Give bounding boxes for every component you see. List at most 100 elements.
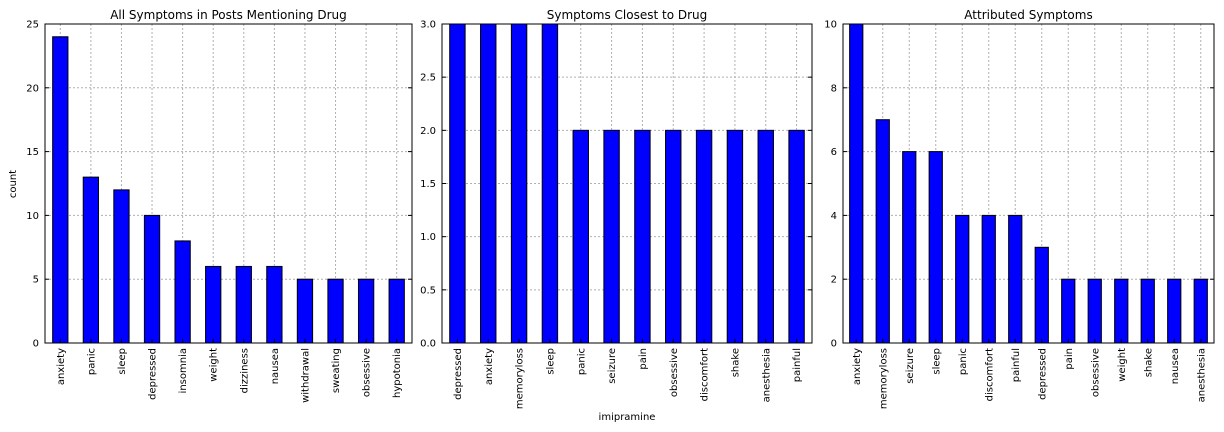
bar-depressed <box>1034 246 1049 344</box>
y-tick-label: 2.5 <box>420 73 436 84</box>
bar-discomfort <box>695 129 713 344</box>
bar-anesthesia <box>1193 278 1208 344</box>
x-tick-label: obsessive <box>1090 348 1101 397</box>
x-tick-label: pain <box>1064 348 1075 370</box>
bar-depressed <box>449 23 466 344</box>
x-tick-label: anxiety <box>56 348 67 385</box>
x-tick-label: depressed <box>1037 348 1048 400</box>
x-tick-label: anxiety <box>852 348 863 385</box>
bar-seizure <box>603 129 620 344</box>
x-tick-label: anxiety <box>484 348 495 385</box>
x-tick-label: sweating <box>331 348 342 393</box>
x-tick-label: insomnia <box>178 348 189 393</box>
x-tick-label: panic <box>958 348 969 375</box>
bar-memoryloss <box>510 23 528 344</box>
y-tick-label: 10 <box>26 211 39 222</box>
bar-memoryloss <box>875 119 890 344</box>
y-tick-label: 20 <box>26 83 39 94</box>
x-tick-label: discomfort <box>700 348 711 401</box>
y-tick-label: 8 <box>831 83 837 94</box>
x-tick-label: nausea <box>270 348 281 384</box>
y-tick-label: 5 <box>33 275 39 286</box>
x-tick-label: panic <box>86 348 97 375</box>
bar-insomnia <box>174 240 191 344</box>
bar-seizure <box>902 151 917 344</box>
x-tick-label: pain <box>638 348 649 370</box>
x-tick-label: weight <box>209 348 220 382</box>
x-tick-label: seizure <box>905 348 916 384</box>
y-tick-label: 0 <box>831 339 837 350</box>
bar-pain <box>634 129 651 344</box>
x-tick-label: sleep <box>117 348 128 375</box>
x-tick-label: obsessive <box>362 348 373 397</box>
x-tick-label: depressed <box>148 348 159 400</box>
x-tick-label: discomfort <box>984 348 995 401</box>
bar-nausea <box>1167 278 1182 344</box>
y-tick-label: 10 <box>824 20 837 31</box>
x-tick-label: shake <box>1143 348 1154 377</box>
bar-anxiety <box>52 36 69 344</box>
bar-painful <box>788 129 805 344</box>
plot-frame <box>441 23 813 344</box>
x-tick-label: weight <box>1117 348 1128 382</box>
bar-pain <box>1061 278 1076 344</box>
x-tick-label: panic <box>576 348 587 375</box>
bar-depressed <box>143 214 161 344</box>
y-tick-label: 0 <box>33 339 39 350</box>
x-tick-label: sleep <box>931 348 942 375</box>
x-tick-label: painful <box>792 348 803 382</box>
y-tick-label: 1.0 <box>420 232 436 243</box>
chart-panel-3: Attributed Symptoms 0 2 4 6 8 10 anxiety memoryl… <box>824 8 1215 409</box>
bar-sweating <box>327 278 344 344</box>
chart-title: Symptoms Closest to Drug <box>547 8 708 22</box>
x-tick-label: obsessive <box>669 348 680 397</box>
plot-frame <box>842 23 1215 344</box>
chart-panel-2: Symptoms Closest to Drug 0.0 0.5 1.0 1.5 2.0 2… <box>420 8 813 409</box>
bar-sleep <box>113 189 130 344</box>
bar-weight <box>205 265 222 344</box>
bar-hypotonia <box>388 278 405 344</box>
y-tick-label: 1.5 <box>420 179 436 190</box>
bar-anesthesia <box>757 129 774 344</box>
x-tick-label: nausea <box>1170 348 1181 384</box>
bar-sleep <box>928 151 943 344</box>
chart-title: All Symptoms in Posts Mentioning Drug <box>110 8 347 22</box>
y-tick-label: 25 <box>26 20 39 31</box>
bar-anxiety <box>849 23 864 344</box>
x-tick-label: depressed <box>453 348 464 400</box>
x-tick-label: memoryloss <box>515 348 526 409</box>
y-axis-label: count <box>8 170 19 198</box>
bar-anxiety <box>480 23 497 344</box>
y-tick-label: 3.0 <box>420 20 436 31</box>
bar-obsessive <box>357 278 375 344</box>
x-tick-label: painful <box>1011 348 1022 382</box>
bar-weight <box>1114 278 1129 344</box>
bar-panic <box>82 176 100 344</box>
bar-sleep <box>541 23 559 344</box>
x-tick-label: dizziness <box>239 348 250 393</box>
plot-frame <box>44 23 413 344</box>
bar-dizziness <box>235 265 252 344</box>
y-tick-label: 2.0 <box>420 126 436 137</box>
y-tick-label: 15 <box>26 147 39 158</box>
bar-shake <box>1140 278 1155 344</box>
y-tick-label: 4 <box>831 211 837 222</box>
x-tick-label: sleep <box>545 348 556 375</box>
bar-obsessive <box>665 129 682 344</box>
x-tick-label: shake <box>730 348 741 377</box>
bar-nausea <box>266 265 283 344</box>
x-axis-label: imipramine <box>599 412 656 423</box>
x-tick-label: anesthesia <box>1196 348 1207 402</box>
bar-panic <box>955 214 970 344</box>
x-tick-label: memoryloss <box>878 348 889 409</box>
y-tick-label: 2 <box>831 275 837 286</box>
bar-withdrawal <box>296 278 314 344</box>
bar-discomfort <box>981 214 996 344</box>
x-tick-label: hypotonia <box>392 348 403 398</box>
bar-painful <box>1008 214 1023 344</box>
y-tick-label: 0.5 <box>420 285 436 296</box>
bar-panic <box>572 129 589 344</box>
x-tick-label: anesthesia <box>761 348 772 402</box>
x-tick-label: seizure <box>607 348 618 384</box>
